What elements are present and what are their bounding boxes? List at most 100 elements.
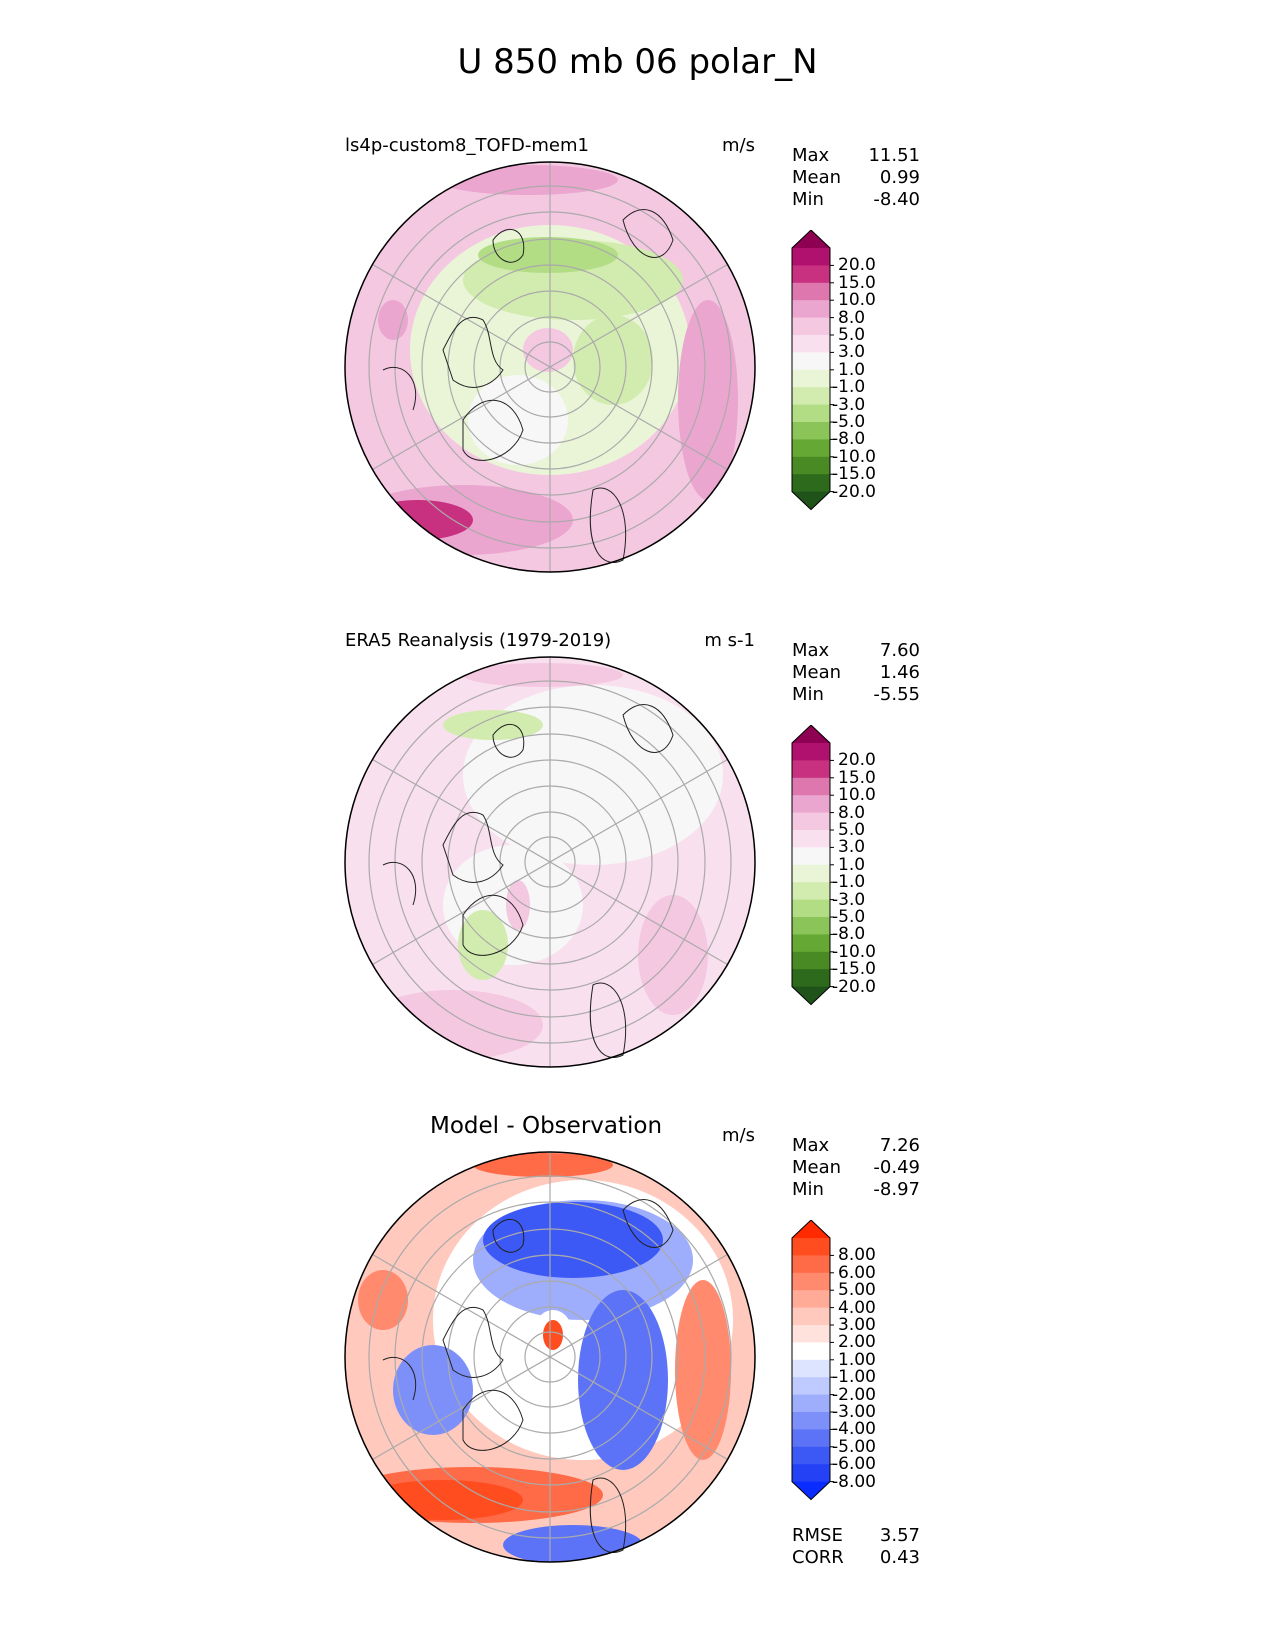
colorbar-swatch <box>792 387 830 406</box>
polar-map <box>344 161 756 573</box>
panel-title: ERA5 Reanalysis (1979-2019) <box>345 630 612 651</box>
stat-mean-value: -0.49 <box>873 1157 920 1178</box>
colorbar-swatch <box>792 777 830 796</box>
stats-box: Max 7.60 Mean 1.46 Min -5.55 <box>792 640 920 706</box>
colorbar-swatch <box>792 265 830 284</box>
colorbar-swatches <box>791 230 834 511</box>
colorbar-tick-label: 3.0 <box>838 837 866 858</box>
stat-mean-label: Mean <box>792 662 842 683</box>
colorbar-swatch <box>792 300 830 319</box>
rmse-label: RMSE <box>792 1525 843 1546</box>
colorbar-swatch <box>792 899 830 918</box>
colorbar-tick-label: 8.00 <box>838 1245 876 1266</box>
colorbar-extend-bottom <box>792 986 830 1005</box>
colorbar-swatch <box>792 1464 830 1483</box>
colorbar-tick-label: -3.00 <box>832 1402 876 1422</box>
colorbar-tick-label: 3.00 <box>838 1315 876 1335</box>
colorbar-swatch <box>792 369 830 388</box>
stat-mean-label: Mean <box>792 167 842 188</box>
colorbar-swatch <box>792 830 830 848</box>
colorbar-swatch <box>792 1342 830 1361</box>
stat-mean-value: 0.99 <box>879 167 920 188</box>
colorbar-extend-bottom <box>792 1481 830 1500</box>
colorbar-swatch <box>792 335 830 353</box>
colorbar-swatch <box>792 1412 830 1430</box>
colorbar-swatch <box>792 795 830 814</box>
colorbar-tick-label: 5.00 <box>838 1280 876 1301</box>
stat-min-label: Min <box>792 1179 824 1200</box>
colorbar-swatch <box>792 1377 830 1396</box>
colorbar-swatch <box>792 456 830 475</box>
colorbar-swatch <box>792 917 830 935</box>
colorbar-swatch <box>792 1290 830 1309</box>
colorbar-tick-label: -8.0 <box>832 924 866 945</box>
colorbar-swatch <box>792 1429 830 1448</box>
colorbar-tick-label: 3.0 <box>838 342 866 363</box>
stat-min-label: Min <box>792 684 824 705</box>
corr-value: 0.43 <box>879 1547 920 1568</box>
stat-min-value: -8.40 <box>873 189 920 210</box>
colorbar-tick-label: 5.0 <box>838 820 866 840</box>
colorbar-tick-label: 8.0 <box>838 802 866 823</box>
colorbar-swatch <box>792 743 830 761</box>
colorbar-tick-label: -8.00 <box>832 1471 876 1492</box>
colorbar-tick-label: -5.0 <box>832 412 866 432</box>
colorbar-swatch <box>792 474 830 493</box>
colorbar-swatch <box>792 1307 830 1326</box>
panel-model: ls4p-custom8_TOFD-mem1 m/s Max 11.51 Mean… <box>0 135 1275 615</box>
rmse-value: 3.57 <box>879 1525 920 1546</box>
stat-mean-value: 1.46 <box>879 662 920 683</box>
colorbar-tick-label: 15.0 <box>838 767 876 788</box>
colorbar-swatch <box>792 1446 830 1465</box>
colorbar-extend-top <box>792 725 830 743</box>
panel-units: m s-1 <box>704 630 755 651</box>
colorbar-swatch <box>792 439 830 458</box>
colorbar-tick-label: -15.0 <box>832 464 876 485</box>
colorbar-tick-label: -3.0 <box>832 394 866 415</box>
colorbar-tick-label: 4.00 <box>838 1297 876 1318</box>
colorbar <box>791 725 834 1006</box>
colorbar-tick-label: 2.00 <box>838 1332 876 1353</box>
colorbar-extend-top <box>792 1220 830 1238</box>
polar-map <box>344 656 756 1068</box>
colorbar-tick-label: 10.0 <box>838 785 876 806</box>
colorbar-swatch <box>792 1255 830 1274</box>
figure-title: U 850 mb 06 polar_N <box>457 42 818 82</box>
colorbar-swatch <box>792 1238 830 1256</box>
colorbar-swatch <box>792 1359 830 1378</box>
colorbar-swatch <box>792 951 830 970</box>
colorbar-swatch <box>792 864 830 883</box>
colorbar-swatch <box>792 1394 830 1413</box>
colorbar-tick-label: 5.0 <box>838 325 866 345</box>
colorbar-tick-label: 1.0 <box>838 359 866 380</box>
colorbar-swatch <box>792 882 830 901</box>
colorbar-swatch <box>792 812 830 831</box>
colorbar <box>791 1220 834 1501</box>
stat-max-label: Max <box>792 1135 830 1156</box>
colorbar-swatches <box>791 725 834 1006</box>
colorbar-swatch <box>792 760 830 779</box>
stat-max-value: 7.60 <box>879 640 920 661</box>
colorbar-swatch <box>792 317 830 336</box>
stat-min-value: -5.55 <box>873 684 920 705</box>
colorbar-swatch <box>792 1325 830 1343</box>
colorbar-tick-label: 15.0 <box>838 272 876 293</box>
panel-units: m/s <box>722 1125 755 1146</box>
colorbar-tick-label: -20.0 <box>832 481 876 502</box>
colorbar-tick-label: 10.0 <box>838 290 876 311</box>
colorbar-extend-bottom <box>792 491 830 510</box>
polar-map <box>344 1151 756 1563</box>
colorbar-tick-label: -1.0 <box>832 872 866 893</box>
panel-diff: Model - Observation m/s Max 7.26 Mean -0.4… <box>0 1113 1275 1605</box>
colorbar-tick-label: 20.0 <box>838 750 876 771</box>
colorbar-tick-label: 1.0 <box>838 854 866 875</box>
panel-units: m/s <box>722 135 755 156</box>
stat-max-value: 11.51 <box>868 145 920 166</box>
colorbar-tick-label: -10.0 <box>832 941 876 962</box>
stat-min-value: -8.97 <box>873 1179 920 1200</box>
colorbar-tick-label: 8.0 <box>838 307 866 328</box>
panel-title: ls4p-custom8_TOFD-mem1 <box>345 135 589 156</box>
colorbar-tick-label: -1.0 <box>832 377 866 398</box>
colorbar-tick-label: 20.0 <box>838 255 876 276</box>
colorbar-swatch <box>792 282 830 301</box>
